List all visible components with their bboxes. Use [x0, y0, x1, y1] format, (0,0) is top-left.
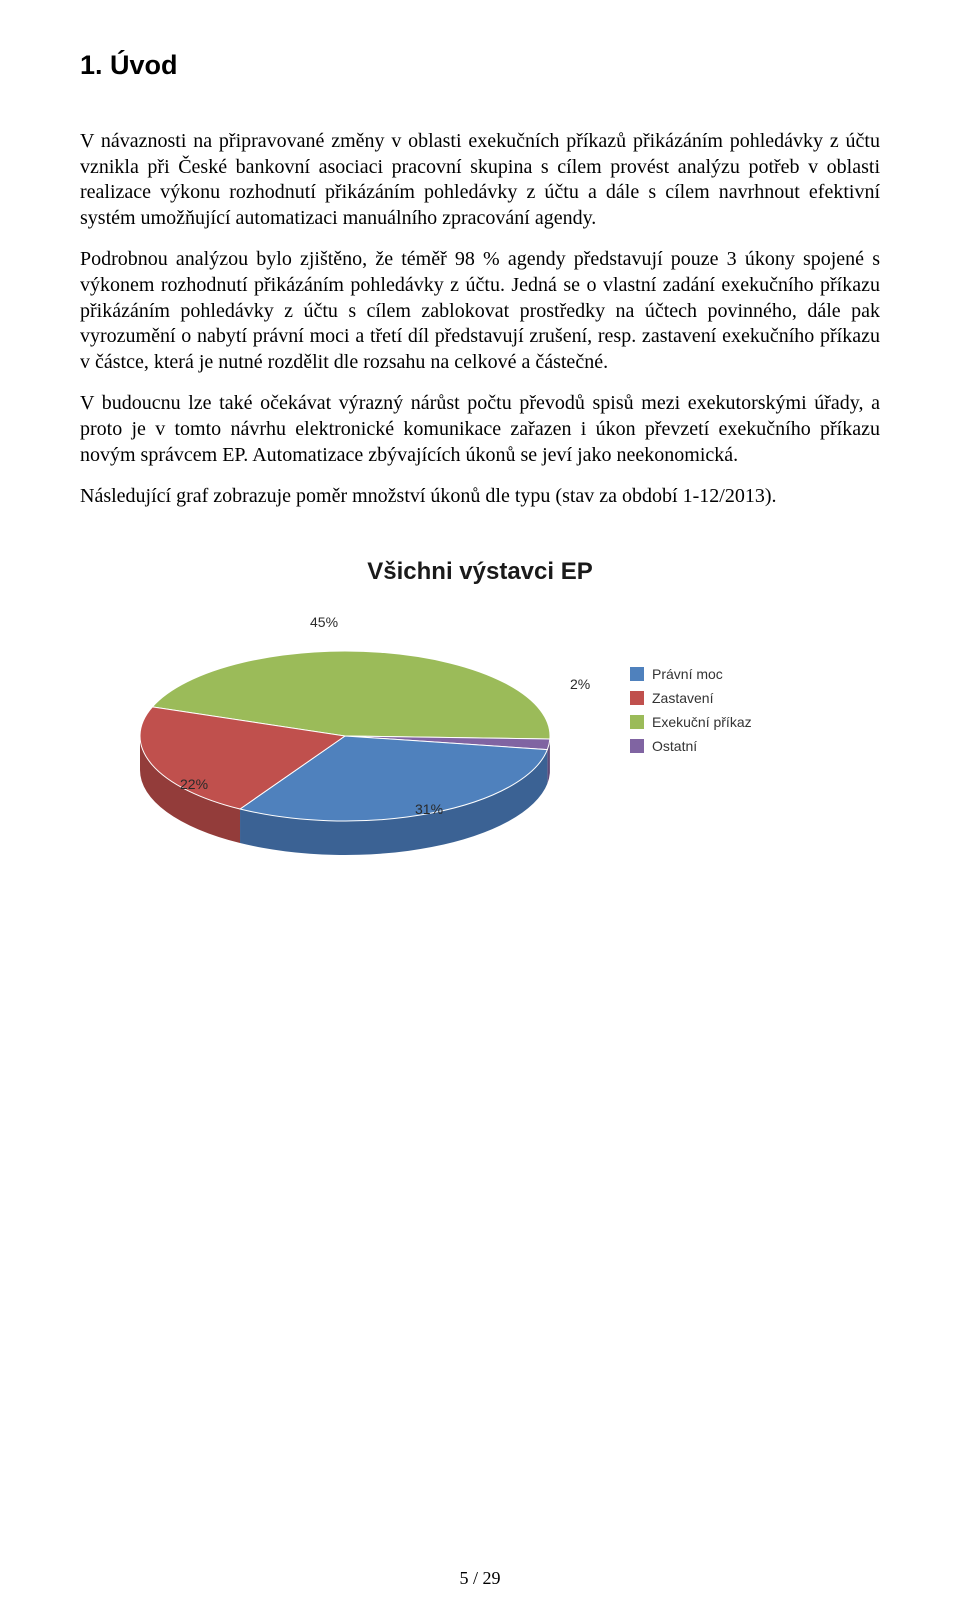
- chart-title: Všichni výstavci EP: [80, 558, 880, 586]
- legend-label: Ostatní: [652, 738, 697, 754]
- page-footer: 5 / 29: [0, 1568, 960, 1589]
- legend-label: Zastavení: [652, 690, 713, 706]
- pie-label-31: 31%: [415, 801, 443, 817]
- legend-item: Právní moc: [630, 666, 752, 682]
- legend-item: Zastavení: [630, 690, 752, 706]
- page-heading: 1. Úvod: [80, 50, 880, 81]
- pie-wrapper: 45% 2% 31% 22%: [80, 606, 610, 906]
- legend-item: Ostatní: [630, 738, 752, 754]
- legend-item: Exekuční příkaz: [630, 714, 752, 730]
- legend-swatch: [630, 691, 644, 705]
- legend-swatch: [630, 715, 644, 729]
- chart-legend: Právní moc Zastavení Exekuční příkaz Ost…: [630, 666, 752, 762]
- legend-swatch: [630, 739, 644, 753]
- legend-swatch: [630, 667, 644, 681]
- pie-label-2: 2%: [570, 676, 590, 692]
- paragraph-1: V návaznosti na připravované změny v obl…: [80, 129, 880, 231]
- paragraph-3: V budoucnu lze také očekávat výrazný nár…: [80, 391, 880, 468]
- pie-svg: [80, 606, 610, 906]
- legend-label: Právní moc: [652, 666, 723, 682]
- pie-chart: Všichni výstavci EP 45% 2% 31% 22% Právn…: [80, 558, 880, 906]
- pie-label-45: 45%: [310, 614, 338, 630]
- paragraph-4: Následující graf zobrazuje poměr množstv…: [80, 484, 880, 510]
- paragraph-2: Podrobnou analýzou bylo zjištěno, že tém…: [80, 247, 880, 375]
- pie-label-22: 22%: [180, 776, 208, 792]
- legend-label: Exekuční příkaz: [652, 714, 752, 730]
